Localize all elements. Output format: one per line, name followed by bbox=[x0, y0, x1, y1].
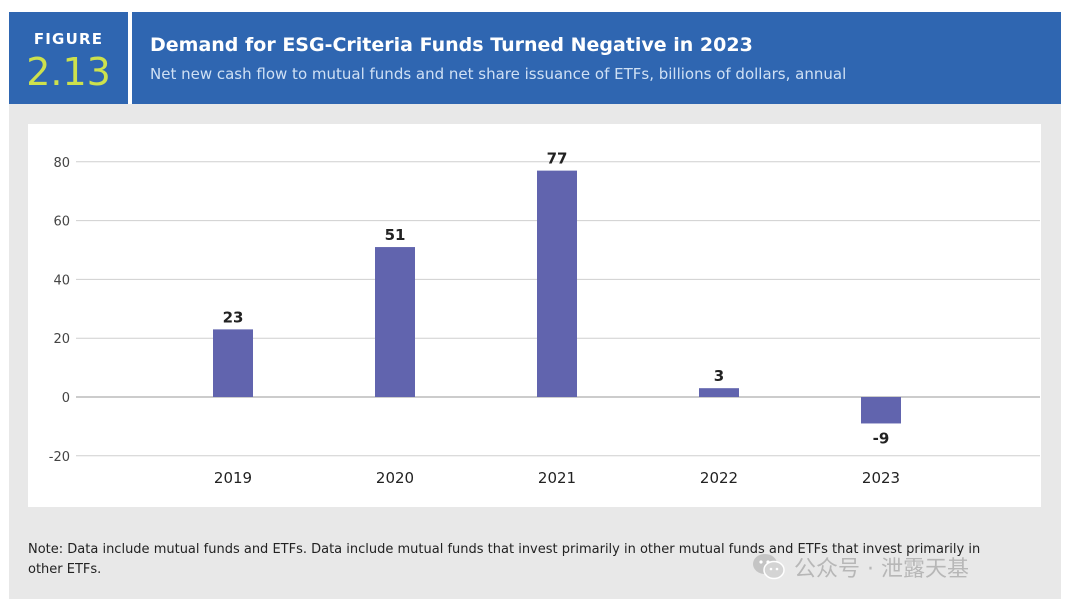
y-tick-label: 60 bbox=[53, 215, 70, 230]
data-label-2022: 3 bbox=[714, 367, 724, 385]
bar-chart: 80 60 40 20 0 -20 23 2019 51 2020 77 2021 3 2022 -9 202… bbox=[49, 150, 1040, 487]
data-label-2023: -9 bbox=[873, 429, 890, 447]
figure-header: FIGURE 2.13 Demand for ESG-Criteria Fund… bbox=[9, 12, 1061, 104]
chart-note: Note: Data include mutual funds and ETFs… bbox=[28, 542, 981, 577]
x-tick-label-2019: 2019 bbox=[214, 469, 252, 487]
chart-title: Demand for ESG-Criteria Funds Turned Neg… bbox=[150, 34, 753, 56]
bar-2020 bbox=[375, 247, 415, 397]
watermark: 公众号 · 泄露天基 bbox=[752, 550, 969, 584]
wechat-icon bbox=[753, 554, 785, 580]
y-tick-label: -20 bbox=[49, 450, 70, 465]
bar-2021 bbox=[537, 170, 577, 397]
figure-label: FIGURE bbox=[33, 30, 104, 48]
x-tick-label-2022: 2022 bbox=[700, 469, 738, 487]
y-tick-label: 80 bbox=[53, 156, 70, 171]
x-tick-label-2020: 2020 bbox=[376, 469, 414, 487]
chart-panel bbox=[28, 124, 1041, 507]
y-tick-label: 0 bbox=[62, 391, 70, 406]
chart-subtitle: Net new cash flow to mutual funds and ne… bbox=[150, 65, 847, 83]
header-divider bbox=[128, 12, 132, 104]
data-label-2021: 77 bbox=[547, 150, 568, 168]
bar-2023 bbox=[861, 397, 901, 424]
y-tick-label: 20 bbox=[53, 332, 70, 347]
watermark-text: 公众号 · 泄露天基 bbox=[794, 557, 969, 582]
bar-2022 bbox=[699, 388, 739, 397]
x-tick-label-2021: 2021 bbox=[538, 469, 576, 487]
figure-number: 2.13 bbox=[26, 50, 111, 94]
x-tick-label-2023: 2023 bbox=[862, 469, 900, 487]
figure-badge: FIGURE 2.13 bbox=[9, 12, 128, 104]
data-label-2020: 51 bbox=[385, 226, 406, 244]
y-tick-label: 40 bbox=[53, 273, 70, 288]
bar-2019 bbox=[213, 329, 253, 397]
data-label-2019: 23 bbox=[223, 308, 244, 326]
